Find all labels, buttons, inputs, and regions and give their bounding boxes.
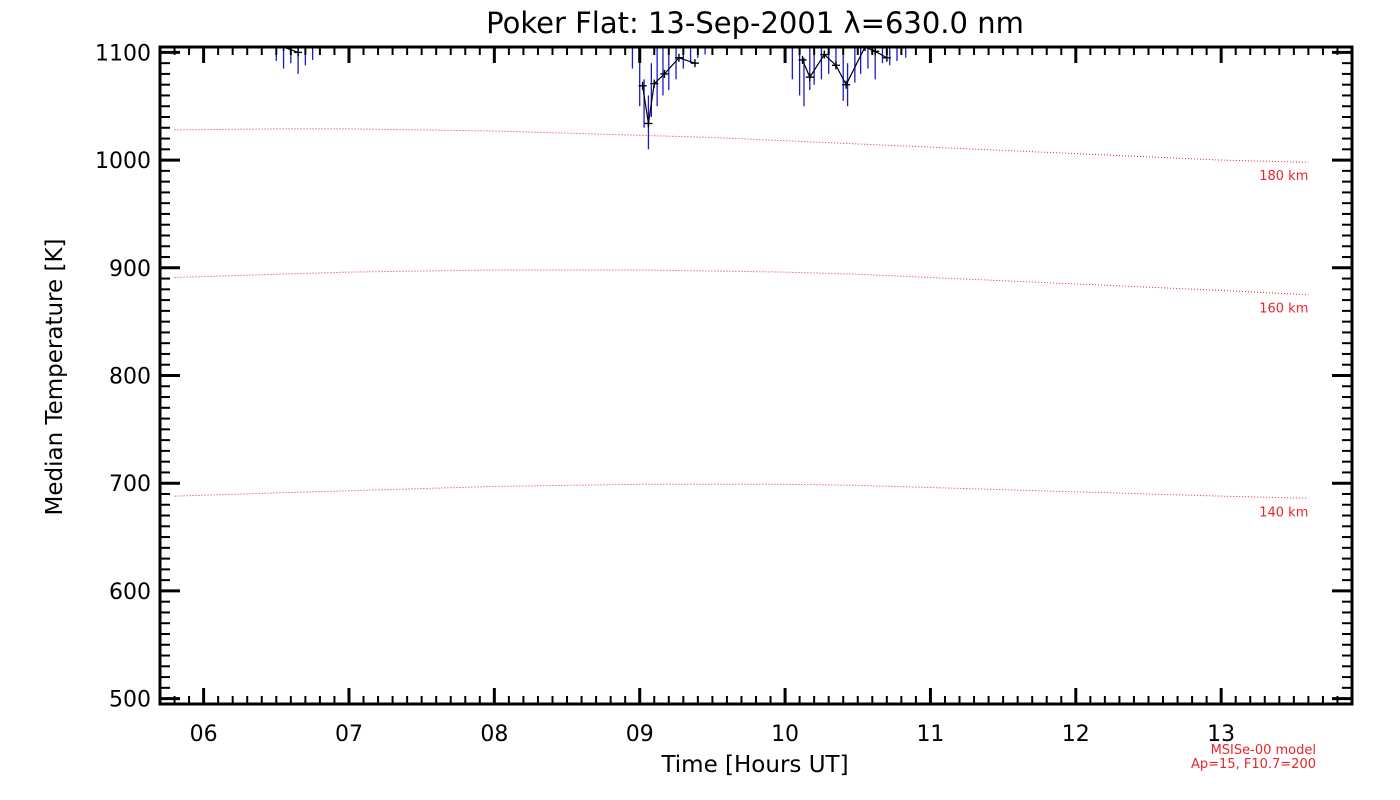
x-tick-label: 13 [1207,722,1235,747]
x-tick-label: 10 [771,722,799,747]
model-curve-label: 180 km [1259,169,1308,184]
model-curve-140-km [174,483,1309,499]
model-curve-label: 140 km [1259,505,1308,520]
x-tick-label: 06 [190,722,218,747]
axes: 06 07 08 09 10 11 12 13 500 600 700 800 900 1000 1100 [95,41,1353,747]
x-tick-label: 11 [916,722,944,747]
median-point [831,61,840,70]
median-point [650,79,659,88]
y-tick-label: 500 [109,688,151,713]
median-point [638,81,647,90]
x-tick-label: 12 [1062,722,1090,747]
x-tick-label: 08 [480,722,508,747]
median-point [660,69,669,78]
median-point [294,48,303,57]
model-curve-160-km [174,269,1309,296]
model-curve-180-km [174,128,1309,163]
median-point [882,53,891,62]
model-curves: 180 km 160 km 140 km [174,128,1309,520]
model-annotation-line1: MSISe-00 model [1211,743,1316,758]
median-point [861,47,870,51]
median-point [279,47,288,51]
y-tick-label: 900 [109,257,151,282]
sample-spikes [246,47,907,150]
median-line [642,57,696,124]
median-point [798,55,807,64]
y-tick-label: 1100 [95,41,151,66]
x-axis-label: Time [Hours UT] [660,752,848,778]
median-point [644,119,653,128]
chart-title: Poker Flat: 13-Sep-2001 λ=630.0 nm [486,6,1024,40]
x-tick-label: 07 [335,722,363,747]
y-tick-label: 700 [109,472,151,497]
median-point [842,80,851,89]
median-line [801,47,888,87]
y-tick-label: 1000 [95,149,151,174]
y-tick-label: 800 [109,365,151,390]
y-axis-label: Median Temperature [K] [42,239,68,516]
plot-frame [158,45,1354,706]
median-point [820,50,829,59]
median-point [805,73,814,82]
model-curve-label: 160 km [1259,302,1308,317]
median-point [690,59,699,68]
median-point [674,53,683,62]
median-series [279,47,891,128]
y-tick-label: 600 [109,580,151,605]
x-tick-label: 09 [626,722,654,747]
model-annotation-line2: Ap=15, F10.7=200 [1191,757,1316,772]
